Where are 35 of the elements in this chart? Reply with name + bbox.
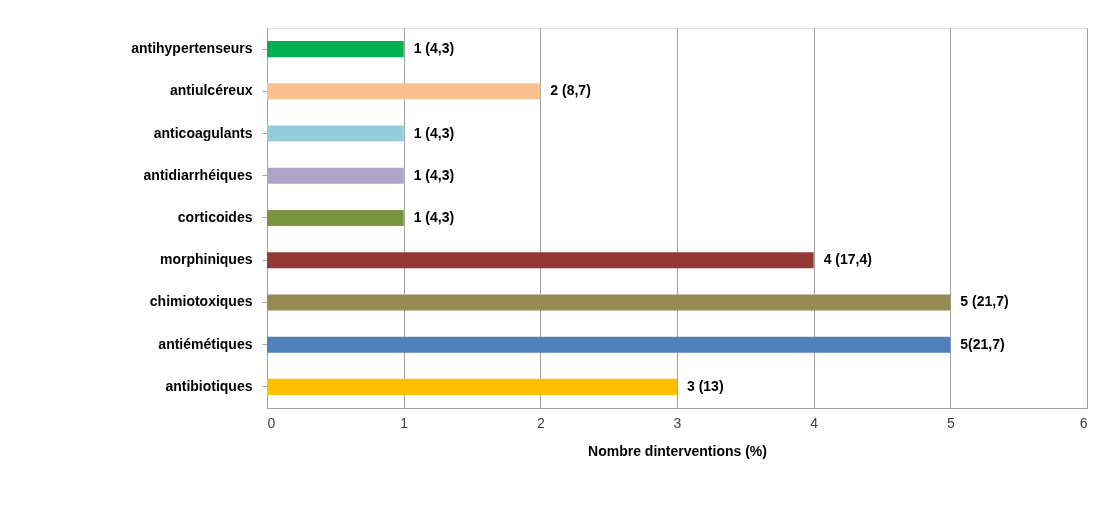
- data-label: 2 (8,7): [550, 82, 591, 99]
- data-label: 5(21,7): [960, 335, 1005, 352]
- y-tick-label: antiémétiques: [158, 335, 253, 352]
- y-tick-label: antihypertenseurs: [131, 40, 253, 57]
- bar: [267, 294, 951, 311]
- bar: [267, 209, 404, 227]
- y-tick-label: antidiarrhéiques: [143, 166, 253, 183]
- data-label: 4 (17,4): [823, 251, 872, 268]
- x-tick-label: 5: [946, 414, 955, 431]
- x-tick-label: 3: [673, 414, 682, 431]
- data-label: 1 (4,3): [413, 124, 455, 141]
- data-label: 5 (21,7): [960, 293, 1009, 310]
- x-tick-label: 1: [400, 414, 409, 431]
- x-tick-label: 2: [536, 414, 545, 431]
- y-tick-label: anticoagulants: [153, 124, 253, 141]
- x-tick-label: 6: [1079, 414, 1088, 431]
- x-tick-label: 4: [810, 414, 819, 431]
- bar: [267, 336, 951, 353]
- bar: [267, 378, 677, 395]
- y-tick-label: morphiniques: [159, 251, 253, 268]
- y-tick-label: chimiotoxiques: [149, 293, 253, 310]
- y-tick-label: antibiotiques: [165, 377, 253, 394]
- bar: [267, 125, 404, 142]
- bar: [267, 83, 541, 100]
- x-axis-title: Nombre dinterventions (%): [588, 442, 767, 459]
- bar: [267, 41, 404, 58]
- x-tick-label: 0: [267, 414, 276, 431]
- bar: [267, 252, 814, 269]
- data-label: 1 (4,3): [413, 209, 455, 225]
- data-label: 3 (13): [687, 377, 724, 394]
- y-tick-label: corticoides: [177, 209, 253, 225]
- data-label: 1 (4,3): [413, 40, 455, 57]
- data-label: 1 (4,3): [413, 166, 455, 183]
- bar: [267, 167, 404, 184]
- y-tick-label: antiulcéreux: [170, 82, 253, 99]
